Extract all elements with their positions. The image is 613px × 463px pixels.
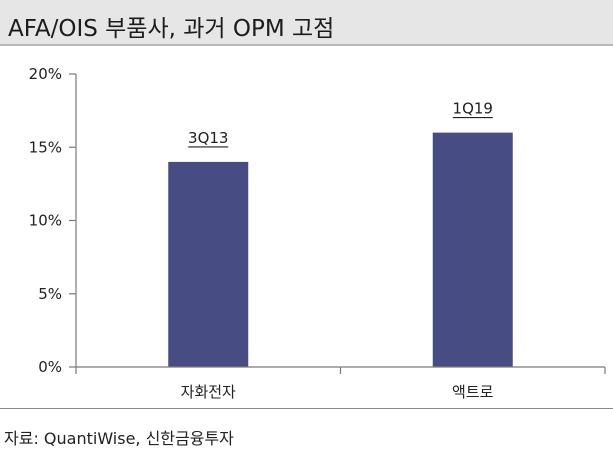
chart-title: AFA/OIS 부품사, 과거 OPM 고점 (8, 16, 335, 42)
bar (432, 132, 513, 367)
y-tick-label: 15% (29, 138, 62, 156)
bar-chart: 0% 5% 10% 15% 20% 3Q13 1Q19 자화전자 액트로 (29, 65, 606, 401)
x-category-label: 자화전자 (181, 383, 236, 401)
bars (168, 132, 513, 367)
source-divider (0, 408, 613, 409)
bar (168, 161, 249, 367)
y-axis: 0% 5% 10% 15% 20% (29, 65, 77, 376)
x-axis: 자화전자 액트로 (75, 366, 606, 401)
y-tick-label: 0% (38, 358, 62, 376)
data-labels: 3Q13 1Q19 (188, 100, 493, 148)
y-tick-label: 5% (38, 285, 62, 303)
bar-data-label: 1Q19 (453, 100, 493, 118)
y-tick-label: 20% (29, 65, 62, 83)
title-bar: AFA/OIS 부품사, 과거 OPM 고점 (0, 0, 613, 46)
x-category-label: 액트로 (452, 383, 494, 401)
source-note: 자료: QuantiWise, 신한금융투자 (4, 429, 234, 448)
y-tick-label: 10% (29, 212, 62, 230)
bar-data-label: 3Q13 (188, 129, 228, 147)
